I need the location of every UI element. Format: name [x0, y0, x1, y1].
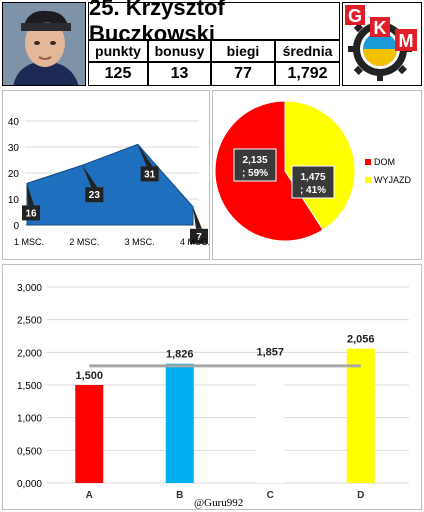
bar	[75, 385, 104, 483]
legend-swatch	[365, 159, 371, 165]
credit-text: @Guru992	[194, 497, 244, 509]
y-tick-label: 10	[8, 195, 20, 206]
logo-letter-g: G	[348, 6, 362, 26]
data-label-box	[140, 166, 159, 182]
data-label: 7	[196, 232, 202, 243]
x-tick-label: 1 MSC.	[14, 237, 44, 247]
stat-label-srednia: średnia	[275, 40, 340, 62]
logo-letter-m: M	[399, 31, 414, 51]
y-tick-label: 2,000	[17, 348, 42, 359]
area-series	[26, 143, 194, 226]
x-tick-label: 4 MSC.	[180, 237, 209, 247]
y-tick-label: 40	[8, 117, 20, 128]
stat-label-bonusy: bonusy	[148, 40, 211, 62]
pie-chart: 2,135 ; 59% 1,475 ; 41% DOM WYJAZD	[214, 100, 411, 242]
x-tick-label: B	[176, 490, 183, 501]
data-label-box	[22, 205, 40, 221]
data-label-pointer	[193, 206, 202, 229]
pie-label-percent: ; 41%	[300, 185, 326, 196]
logo-letter-k: K	[374, 18, 387, 38]
bar	[256, 361, 285, 483]
y-tick-label: 0	[13, 221, 19, 232]
y-tick-label: 1,500	[17, 381, 42, 392]
stat-label-biegi: biegi	[211, 40, 275, 62]
stat-value-punkty: 125	[88, 62, 148, 86]
x-tick-label: C	[267, 490, 274, 501]
rider-title: 25. Krzysztof Buczkowski	[88, 0, 340, 46]
x-tick-label: 2 MSC.	[69, 237, 99, 247]
bar-data-label: 1,826	[166, 349, 194, 361]
bar-data-label: 1,857	[256, 347, 284, 359]
y-tick-label: 1,000	[17, 414, 42, 425]
area-chart-panel: 0 10 20 30 40 16 23 31 7 1 MSC. 2 MSC. 3 MSC. 4 MSC.	[2, 90, 210, 260]
legend-label: WYJAZD	[374, 175, 411, 185]
pie-label-value: 1,475	[300, 172, 325, 183]
pie-label-percent: ; 59%	[242, 168, 268, 179]
stat-value-srednia: 1,792	[275, 62, 340, 86]
bar-chart-panel: 0,000 0,500 1,000 1,500 2,000 2,500 3,000 1,500…	[2, 264, 422, 510]
data-label-pointer	[82, 165, 98, 188]
y-tick-label: 20	[8, 169, 20, 180]
y-tick-label: 30	[8, 143, 20, 154]
rider-photo	[2, 2, 86, 86]
x-tick-label: D	[357, 490, 364, 501]
bar	[165, 363, 194, 483]
pie-label-value: 2,135	[242, 155, 267, 166]
club-logo: G K M	[342, 2, 422, 86]
bar-chart: 0,000 0,500 1,000 1,500 2,000 2,500 3,000 1,500…	[17, 283, 409, 501]
stat-value-biegi: 77	[211, 62, 275, 86]
stat-label-punkty: punkty	[88, 40, 148, 62]
y-tick-label: 0,500	[17, 446, 42, 457]
bar	[346, 348, 375, 483]
data-label-box	[190, 228, 208, 244]
y-tick-label: 3,000	[17, 283, 42, 294]
area-chart: 0 10 20 30 40 16 23 31 7 1 MSC. 2 MSC. 3 MSC. 4 MSC.	[8, 117, 210, 247]
stat-value-bonusy: 13	[148, 62, 211, 86]
y-tick-label: 0,000	[17, 479, 42, 490]
x-tick-label: A	[86, 490, 93, 501]
pie-label-box	[233, 148, 277, 182]
bar-data-label: 1,500	[75, 370, 103, 382]
data-label: 23	[89, 190, 101, 201]
x-tick-label: 3 MSC.	[125, 237, 155, 247]
y-tick-label: 2,500	[17, 316, 42, 327]
pie-label-box	[291, 165, 335, 199]
data-label-pointer	[27, 183, 34, 206]
legend-label: DOM	[374, 157, 395, 167]
data-label-pointer	[137, 144, 153, 167]
data-label-box	[85, 187, 104, 203]
data-label: 16	[25, 208, 37, 219]
data-label: 31	[144, 169, 156, 180]
pie-chart-panel: 2,135 ; 59% 1,475 ; 41% DOM WYJAZD	[212, 90, 422, 260]
legend-swatch	[365, 177, 371, 183]
bar-data-label: 2,056	[347, 334, 375, 346]
